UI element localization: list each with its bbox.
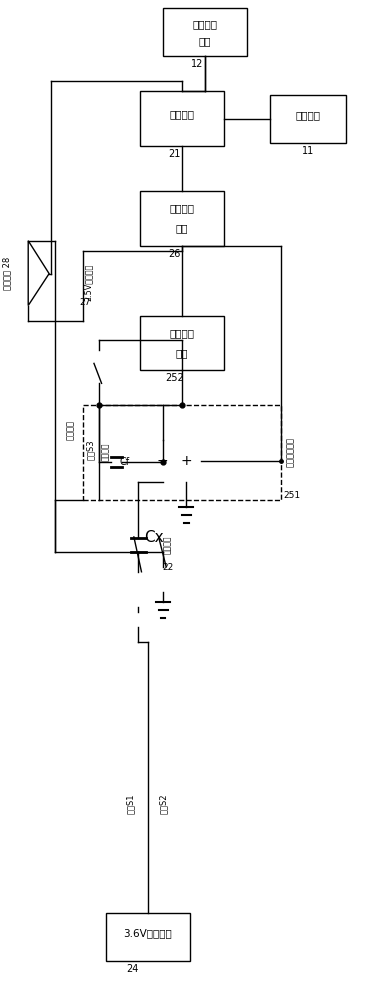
- Text: 数据存储: 数据存储: [192, 19, 218, 29]
- Text: 251: 251: [284, 491, 301, 500]
- Bar: [270, 95, 346, 143]
- Text: 开关S2: 开关S2: [159, 794, 167, 814]
- Bar: [141, 191, 224, 246]
- Text: 3.6V工作电源: 3.6V工作电源: [124, 928, 172, 938]
- Text: 比较电路 28: 比较电路 28: [2, 257, 11, 290]
- Text: Cf: Cf: [119, 457, 129, 467]
- Text: 22: 22: [162, 563, 173, 572]
- Bar: [106, 913, 190, 961]
- Bar: [163, 8, 247, 56]
- Text: 24: 24: [127, 964, 139, 974]
- Text: 控制模块: 控制模块: [170, 110, 195, 120]
- Text: −: −: [157, 454, 169, 468]
- Bar: [141, 91, 224, 146]
- Text: 26: 26: [168, 249, 181, 259]
- Text: 模块: 模块: [199, 36, 211, 46]
- Bar: [83, 405, 281, 500]
- Text: Cx: Cx: [144, 530, 164, 545]
- Text: 被测电容: 被测电容: [163, 536, 172, 554]
- Text: 显示模块: 显示模块: [295, 110, 320, 120]
- Text: 12: 12: [191, 59, 204, 69]
- Text: 252: 252: [165, 373, 184, 383]
- Bar: [141, 316, 224, 370]
- Text: +: +: [181, 454, 192, 468]
- Text: 11: 11: [301, 146, 314, 156]
- Text: 开关S3: 开关S3: [86, 440, 95, 460]
- Text: 开关S1: 开关S1: [126, 794, 136, 814]
- Text: 模块: 模块: [176, 223, 188, 233]
- Bar: [148, 440, 201, 482]
- Text: 电容电压: 电容电压: [65, 420, 75, 440]
- Text: 信号调制: 信号调制: [170, 328, 195, 338]
- Text: 电荷放大电路: 电荷放大电路: [286, 437, 295, 467]
- Text: 电路: 电路: [176, 348, 188, 358]
- Text: 反馈电容: 反馈电容: [101, 443, 110, 461]
- Text: 21: 21: [168, 149, 181, 159]
- Text: 27: 27: [80, 298, 91, 307]
- Text: 数模转换: 数模转换: [170, 203, 195, 213]
- Text: 2.5V基准电压: 2.5V基准电压: [84, 264, 92, 301]
